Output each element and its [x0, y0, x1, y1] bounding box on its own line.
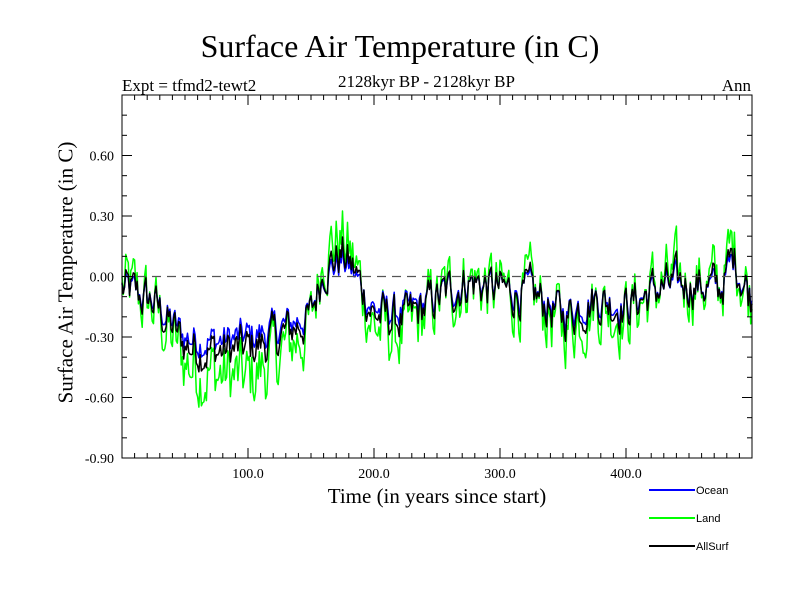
legend-label-ocean: Ocean [696, 485, 728, 497]
x-tick-label: 300.0 [484, 467, 516, 482]
y-tick-label: -0.30 [85, 331, 114, 346]
y-tick-label: 0.30 [90, 210, 115, 225]
legend-label-allsurf: AllSurf [696, 541, 729, 553]
y-tick-label: 0.60 [90, 150, 115, 165]
legend-label-land: Land [696, 513, 720, 525]
y-tick-label: -0.60 [85, 392, 114, 407]
series-line-allsurf [121, 236, 753, 373]
x-tick-label: 200.0 [358, 467, 390, 482]
season-label: Ann [721, 76, 751, 95]
x-tick-label: 100.0 [232, 467, 264, 482]
axis-ticks: 0.60 0.30 0.00 -0.30 -0.60 -0.90 100.0 200.0 300… [85, 94, 752, 482]
experiment-label: Expt = tfmd2-tewt2 [122, 76, 257, 95]
series-line-land [121, 210, 753, 408]
series-layer [121, 210, 753, 408]
x-tick-label: 400.0 [610, 467, 642, 482]
y-tick-label: 0.00 [90, 271, 115, 286]
chart-title: Surface Air Temperature (in C) [200, 28, 600, 64]
legend: Ocean Land AllSurf [649, 485, 729, 553]
period-label: 2128kyr BP - 2128kyr BP [338, 72, 515, 91]
x-axis-label: Time (in years since start) [327, 484, 547, 508]
y-tick-label: -0.90 [85, 452, 114, 467]
